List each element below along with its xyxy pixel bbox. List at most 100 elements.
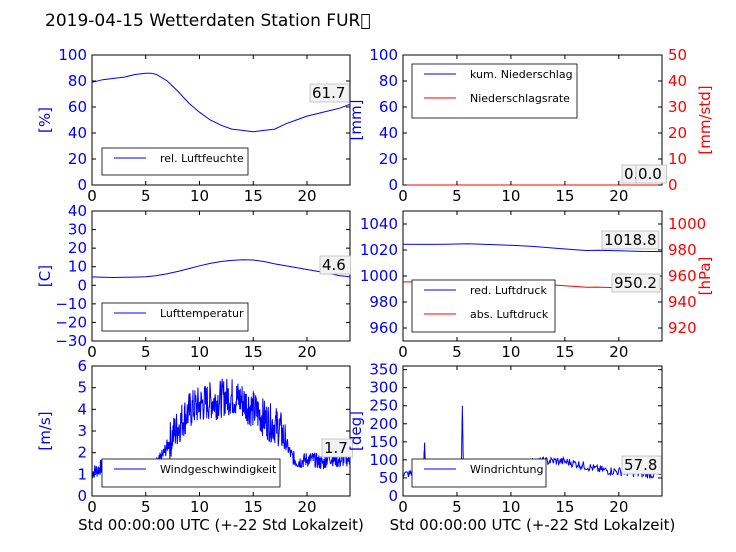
y-tick-label: 60 <box>379 98 398 116</box>
y2-tick-label: 0 <box>668 176 678 194</box>
current-value-label: 57.8 <box>624 456 657 474</box>
y-tick-label: 4 <box>77 400 87 418</box>
y2-tick-label: 10 <box>668 150 687 168</box>
current-value-label: 61.7 <box>312 84 345 102</box>
y-axis-label: [%] <box>36 107 54 133</box>
y-tick-label: 350 <box>369 361 398 379</box>
y-tick-label: 200 <box>369 415 398 433</box>
current-value-label: 1.7 <box>324 439 348 457</box>
y-tick-label: 0 <box>77 276 87 294</box>
y2-tick-label: 960 <box>668 267 697 285</box>
y-tick-label: 150 <box>369 433 398 451</box>
x-tick-label: 20 <box>297 187 316 205</box>
x-tick-label: 5 <box>452 187 462 205</box>
x-axis-label: Std 00:00:00 UTC (+-22 Std Lokalzeit) <box>390 516 676 534</box>
y2-tick-label: 20 <box>668 124 687 142</box>
x-tick-label: 20 <box>297 498 316 516</box>
y2-axis-label: [mm/std] <box>696 85 714 154</box>
y2-tick-label: 920 <box>668 319 697 337</box>
current-value-label: 4.6 <box>322 256 346 274</box>
legend-box <box>101 147 249 176</box>
y-tick-label: 300 <box>369 379 398 397</box>
y2-axis-label: [hPa] <box>696 257 714 296</box>
y-tick-label: 0 <box>388 487 398 505</box>
y-tick-label: 20 <box>68 150 87 168</box>
y-tick-label: 100 <box>369 451 398 469</box>
x-tick-label: 10 <box>190 187 209 205</box>
legend-entry-label: red. Luftdruck <box>470 284 547 297</box>
legend-entry-label: kum. Niederschlag <box>470 68 573 81</box>
y2-tick-label: 940 <box>668 293 697 311</box>
current-value-box <box>319 255 351 275</box>
x-tick-label: 15 <box>555 498 574 516</box>
x-tick-label: 15 <box>244 498 263 516</box>
y-tick-label: 50 <box>379 469 398 487</box>
panel-humidity: 0 5 10 15 20 0 20 40 60 80 100 [%] rel. Luftfeuchte 6… <box>36 46 351 205</box>
x-tick-label: 10 <box>501 187 520 205</box>
x-tick-label: 5 <box>141 187 151 205</box>
current-value-label: 1018.8 <box>604 231 657 249</box>
y-axis-label: [deg] <box>347 411 365 451</box>
x-axis-label: Std 00:00:00 UTC (+-22 Std Lokalzeit) <box>78 516 364 534</box>
y-tick-label: 0 <box>388 176 398 194</box>
x-tick-label: 15 <box>244 187 263 205</box>
y-tick-label: 5 <box>77 379 87 397</box>
y2-tick-label: 1000 <box>668 215 706 233</box>
x-tick-label: 0 <box>398 498 408 516</box>
panel-pressure: 0 5 10 15 20 960 980 1000 1020 1040 920 940 960 980 10… <box>360 210 714 361</box>
series-line-humidity-0 <box>91 72 351 133</box>
y-tick-label: 1020 <box>360 241 398 259</box>
y-tick-label: 6 <box>77 357 87 375</box>
y-tick-label: 980 <box>369 293 398 311</box>
current-value-box <box>611 273 661 293</box>
series-line-pressure-0 <box>402 243 663 253</box>
y-tick-label: 60 <box>68 98 87 116</box>
y2-tick-label: 980 <box>668 241 697 259</box>
y-tick-label: 960 <box>369 319 398 337</box>
y-tick-label: 10 <box>68 258 87 276</box>
y-tick-label: 40 <box>68 202 87 220</box>
current-value-box <box>601 230 660 250</box>
x-tick-label: 20 <box>609 498 628 516</box>
y-tick-label: 100 <box>58 46 87 64</box>
x-tick-label: 10 <box>190 498 209 516</box>
legend-entry-label: rel. Luftfeuchte <box>160 152 244 165</box>
y2-tick-label: 30 <box>668 98 687 116</box>
y-tick-label: 0 <box>77 176 87 194</box>
y-tick-label: 1040 <box>360 215 398 233</box>
x-tick-label: 10 <box>501 498 520 516</box>
x-tick-label: 0 <box>87 343 97 361</box>
x-tick-label: 15 <box>244 343 263 361</box>
y-tick-label: −20 <box>55 313 87 331</box>
y-tick-label: 100 <box>369 46 398 64</box>
current-value-box <box>309 83 350 103</box>
x-tick-label: 5 <box>452 498 462 516</box>
y-axis-label: [mm] <box>347 100 365 141</box>
y-tick-label: 1 <box>77 465 87 483</box>
x-tick-label: 0 <box>398 343 408 361</box>
panel-temperature: 0 5 10 15 20−30−20−10010203040[C]Lufttempera… <box>36 202 351 361</box>
y2-tick-label: 40 <box>668 72 687 90</box>
y-tick-label: 40 <box>379 124 398 142</box>
x-tick-label: 20 <box>609 343 628 361</box>
panel-precipitation: 0 5 10 15 20 0 20 40 60 80 100 0 10 20 30 40 50 [mm] [mm/s… <box>347 46 714 205</box>
legend-entry-label: Windrichtung <box>470 463 543 476</box>
legend-entry-label: Lufttemperatur <box>160 307 244 320</box>
x-tick-label: 10 <box>501 343 520 361</box>
x-tick-label: 20 <box>609 187 628 205</box>
x-tick-label: 5 <box>141 498 151 516</box>
y-tick-label: −10 <box>55 295 87 313</box>
current-value-box <box>321 438 353 458</box>
y-tick-label: 250 <box>369 397 398 415</box>
y-axis-label: [C] <box>36 265 54 287</box>
x-tick-label: 5 <box>452 343 462 361</box>
y-axis-label: [m/s] <box>36 411 54 450</box>
x-tick-label: 0 <box>87 498 97 516</box>
current-value-box <box>635 164 667 184</box>
y-tick-label: 20 <box>379 150 398 168</box>
x-tick-label: 0 <box>87 187 97 205</box>
y-tick-label: 20 <box>68 239 87 257</box>
